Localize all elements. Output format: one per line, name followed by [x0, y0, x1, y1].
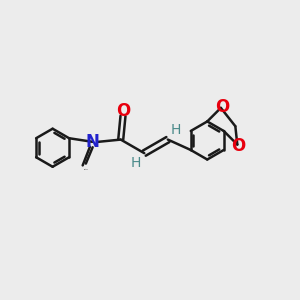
Text: N: N — [86, 133, 100, 151]
Text: H: H — [131, 156, 141, 170]
Text: O: O — [215, 98, 229, 116]
Text: O: O — [116, 103, 130, 121]
Text: H: H — [171, 123, 181, 136]
Text: O: O — [232, 137, 246, 155]
Text: methyl: methyl — [83, 169, 88, 170]
